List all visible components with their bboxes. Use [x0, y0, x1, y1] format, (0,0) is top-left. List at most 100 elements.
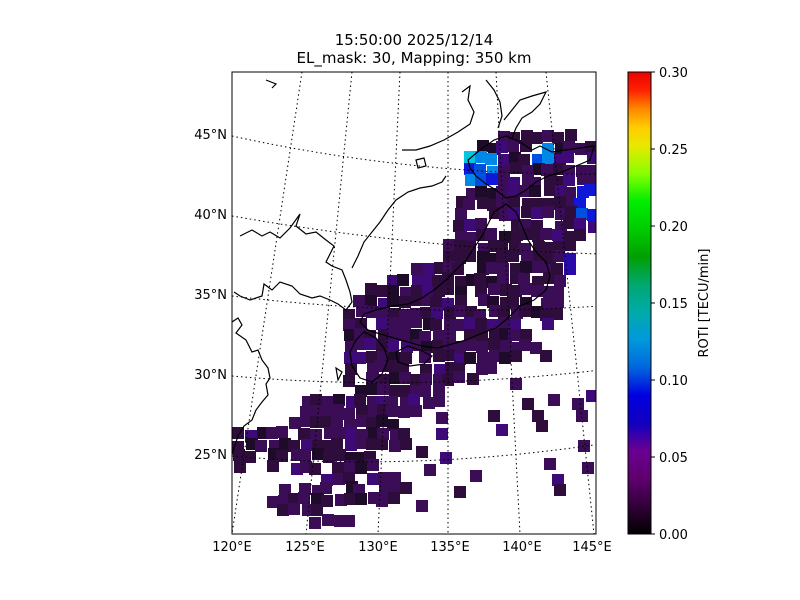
roti-cell	[398, 428, 410, 440]
cbar-tick-4: 0.20	[659, 220, 688, 235]
roti-cell	[423, 397, 435, 409]
roti-cell	[564, 263, 576, 275]
roti-cell	[540, 228, 552, 240]
lat-tick-40: 40°N	[194, 208, 227, 223]
roti-cell	[531, 207, 543, 219]
roti-cell	[387, 295, 399, 307]
roti-cell	[233, 449, 245, 461]
roti-cell	[476, 330, 488, 342]
map-panel	[232, 72, 596, 534]
roti-cell	[510, 378, 522, 390]
roti-cell	[298, 492, 310, 504]
roti-cell	[354, 328, 366, 340]
roti-cell	[419, 385, 431, 397]
roti-cell	[510, 350, 522, 362]
roti-cell	[532, 261, 544, 273]
lon-tick-130: 130°E	[358, 540, 398, 555]
roti-cell	[519, 305, 531, 317]
roti-cell	[488, 410, 500, 422]
roti-cell	[486, 173, 498, 185]
roti-cell	[267, 496, 279, 508]
roti-cell	[436, 412, 448, 424]
roti-cell	[356, 437, 368, 449]
longitude-labels: 120°E 125°E 130°E 135°E 140°E 145°E	[212, 540, 612, 555]
roti-cell	[454, 319, 466, 331]
graticule	[232, 72, 596, 534]
roti-cell	[511, 229, 523, 241]
roti-cell	[543, 242, 555, 254]
roti-cell	[563, 217, 575, 229]
roti-cell	[489, 350, 501, 362]
roti-cell	[586, 390, 596, 402]
map-frame	[231, 71, 597, 535]
roti-cell	[312, 448, 324, 460]
roti-cell	[574, 229, 586, 241]
roti-cell	[322, 396, 334, 408]
roti-cell	[508, 329, 520, 341]
roti-cell	[485, 362, 497, 374]
roti-cell	[564, 187, 576, 199]
roti-cell	[542, 130, 554, 142]
roti-cell	[356, 405, 368, 417]
roti-cell	[477, 352, 489, 364]
roti-cell	[576, 208, 588, 220]
roti-cell	[463, 198, 475, 210]
roti-cell	[345, 363, 357, 375]
roti-cell	[500, 284, 512, 296]
roti-cell	[507, 296, 519, 308]
roti-cell	[508, 177, 520, 189]
roti-cell	[376, 318, 388, 330]
roti-cell	[564, 239, 576, 251]
roti-cell	[554, 275, 566, 287]
roti-cell	[510, 285, 522, 297]
roti-cell	[332, 404, 344, 416]
roti-cell	[488, 283, 500, 295]
roti-cell	[365, 295, 377, 307]
lat-tick-45: 45°N	[194, 128, 227, 143]
roti-cell	[431, 307, 443, 319]
coastlines	[232, 79, 595, 456]
roti-cell	[309, 463, 321, 475]
roti-cell	[477, 197, 489, 209]
roti-cell	[399, 372, 411, 384]
roti-cell	[475, 318, 487, 330]
roti-cell	[496, 141, 508, 153]
roti-cell	[356, 415, 368, 427]
roti-cell	[454, 305, 466, 317]
roti-cell	[530, 342, 542, 354]
roti-cell	[354, 452, 366, 464]
roti-cell	[311, 504, 323, 516]
roti-cell	[421, 275, 433, 287]
roti-cell	[578, 440, 590, 452]
cbar-tick-1: 0.05	[659, 451, 688, 466]
roti-cell	[520, 283, 532, 295]
roti-cell	[508, 196, 520, 208]
roti-cell	[464, 352, 476, 364]
roti-cells	[232, 129, 596, 529]
roti-cell	[399, 309, 411, 321]
roti-cell	[489, 328, 501, 340]
roti-cell	[552, 229, 564, 241]
colorbar-gradient	[628, 72, 651, 534]
roti-cell	[277, 504, 289, 516]
roti-cell	[267, 460, 279, 472]
roti-cell	[355, 318, 367, 330]
cbar-tick-2: 0.10	[659, 374, 688, 389]
roti-cell	[587, 209, 596, 221]
roti-cell	[531, 132, 543, 144]
roti-cell	[522, 228, 534, 240]
roti-cell	[510, 162, 522, 174]
roti-cell	[433, 395, 445, 407]
roti-cell	[430, 297, 442, 309]
roti-cell	[424, 464, 436, 476]
roti-cell	[389, 385, 401, 397]
roti-cell	[565, 129, 577, 141]
roti-cell	[331, 438, 343, 450]
roti-cell	[499, 231, 511, 243]
roti-cell	[509, 240, 521, 252]
roti-cell	[411, 263, 423, 275]
roti-cell	[564, 253, 576, 265]
roti-cell	[365, 283, 377, 295]
roti-cell	[386, 405, 398, 417]
